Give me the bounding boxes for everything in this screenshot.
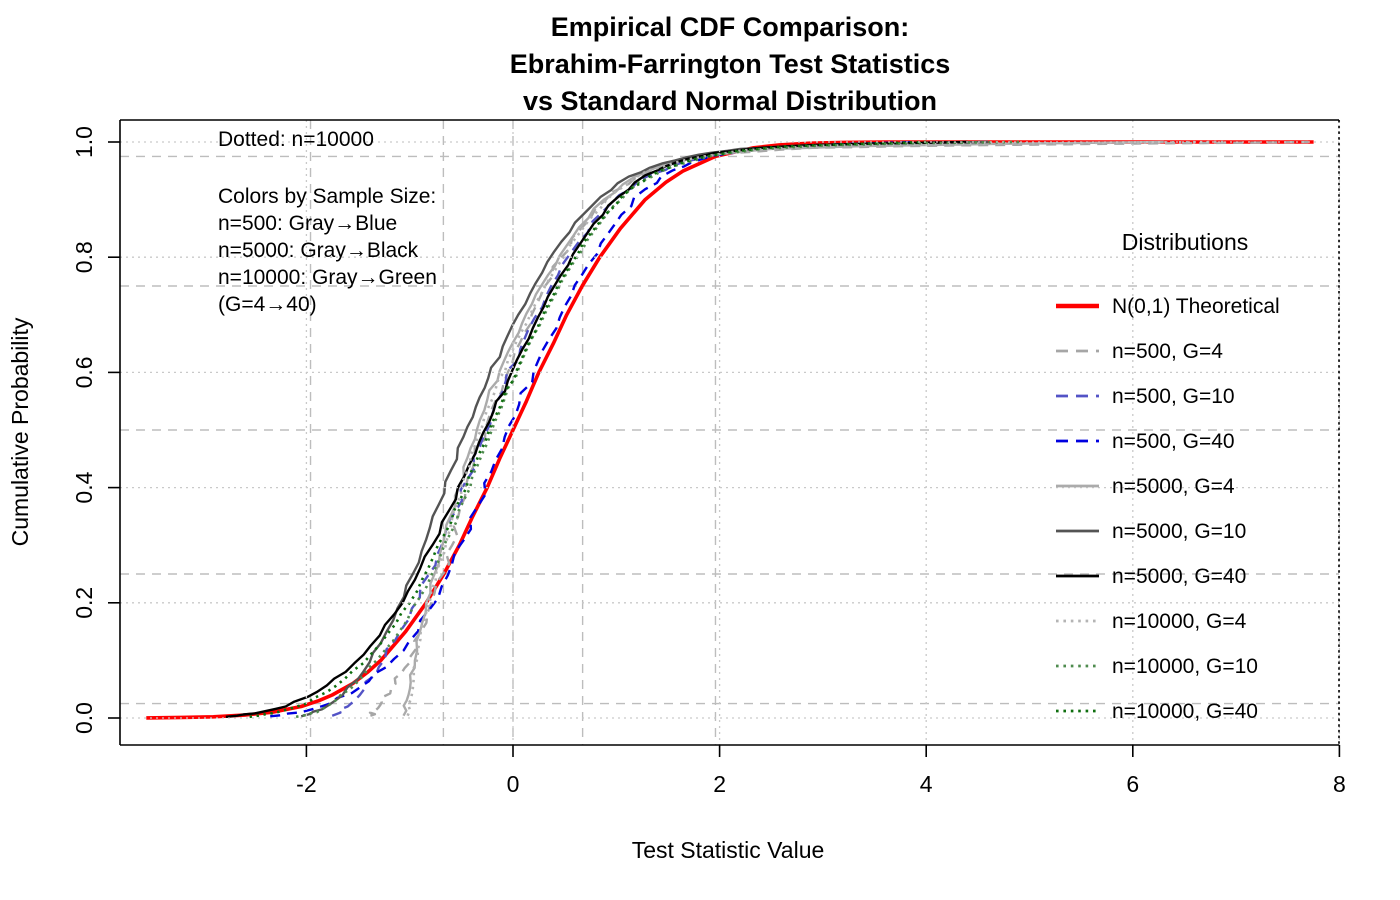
curve-n500_g40 xyxy=(270,140,916,718)
curve-n5000_g4 xyxy=(402,140,1164,717)
legend-label-n5000_g4: n=5000, G=4 xyxy=(1112,475,1235,498)
dashed-quantile-guides xyxy=(120,120,1339,745)
x-tick-label: 0 xyxy=(507,771,520,797)
chart-title-line-2: Ebrahim-Farrington Test Statistics xyxy=(510,49,951,79)
legend-label-theoretical: N(0,1) Theoretical xyxy=(1112,295,1280,318)
curve-n5000_g40 xyxy=(225,140,968,718)
legend-label-n10000_g4: n=10000, G=4 xyxy=(1112,610,1247,633)
x-tick-label: 8 xyxy=(1333,771,1346,797)
x-axis-label: Test Statistic Value xyxy=(632,837,825,863)
annotation-colors-title: Colors by Sample Size: xyxy=(218,185,436,208)
legend-title: Distributions xyxy=(1122,229,1249,255)
y-tick-label: 0.8 xyxy=(71,241,97,273)
curve-n500_g10 xyxy=(331,140,989,717)
axis-ticks: -2 0 2 4 6 8 0.0 0.2 0.4 0.6 0.8 1.0 xyxy=(71,126,1346,797)
y-tick-label: 0.6 xyxy=(71,356,97,388)
curve-n10000_g4 xyxy=(406,140,1226,717)
curve-n5000_g10 xyxy=(300,140,989,718)
y-tick-label: 0.4 xyxy=(71,471,97,503)
dotted-tick-grid xyxy=(120,120,1341,745)
legend-label-n5000_g10: n=5000, G=10 xyxy=(1112,520,1246,543)
legend-label-n5000_g40: n=5000, G=40 xyxy=(1112,565,1246,588)
x-tick-label: 6 xyxy=(1126,771,1139,797)
chart-title-line-3: vs Standard Normal Distribution xyxy=(523,86,937,116)
y-tick-label: 0.0 xyxy=(71,702,97,734)
legend-label-n10000_g40: n=10000, G=40 xyxy=(1112,700,1258,723)
annotation-colors-grange: (G=4→40) xyxy=(218,293,317,316)
y-tick-label: 1.0 xyxy=(71,126,97,158)
legend-label-n500_g10: n=500, G=10 xyxy=(1112,385,1235,408)
x-tick-label: 4 xyxy=(920,771,933,797)
annotation-colors-n5000: n=5000: Gray→Black xyxy=(218,239,419,262)
legend-label-n500_g4: n=500, G=4 xyxy=(1112,340,1223,363)
annotation-colors-n500: n=500: Gray→Blue xyxy=(218,212,397,235)
annotation-dotted-note: Dotted: n=10000 xyxy=(218,128,374,151)
chart-title-line-1: Empirical CDF Comparison: xyxy=(551,12,910,42)
x-tick-label: 2 xyxy=(713,771,726,797)
curve-n10000_g40 xyxy=(249,140,927,719)
plot-box xyxy=(119,119,1340,746)
y-tick-label: 0.2 xyxy=(71,587,97,619)
annotation-colors-n10000: n=10000: Gray→Green xyxy=(218,266,437,289)
x-tick-label: -2 xyxy=(296,771,316,797)
legend-label-n10000_g10: n=10000, G=10 xyxy=(1112,655,1258,678)
y-axis-label: Cumulative Probability xyxy=(7,317,33,546)
legend-label-n500_g40: n=500, G=40 xyxy=(1112,430,1235,453)
legend-entries: N(0,1) Theoretical n=500, G=4 n=500, G=10 n… xyxy=(1056,295,1280,723)
cdf-curves xyxy=(146,140,1314,720)
